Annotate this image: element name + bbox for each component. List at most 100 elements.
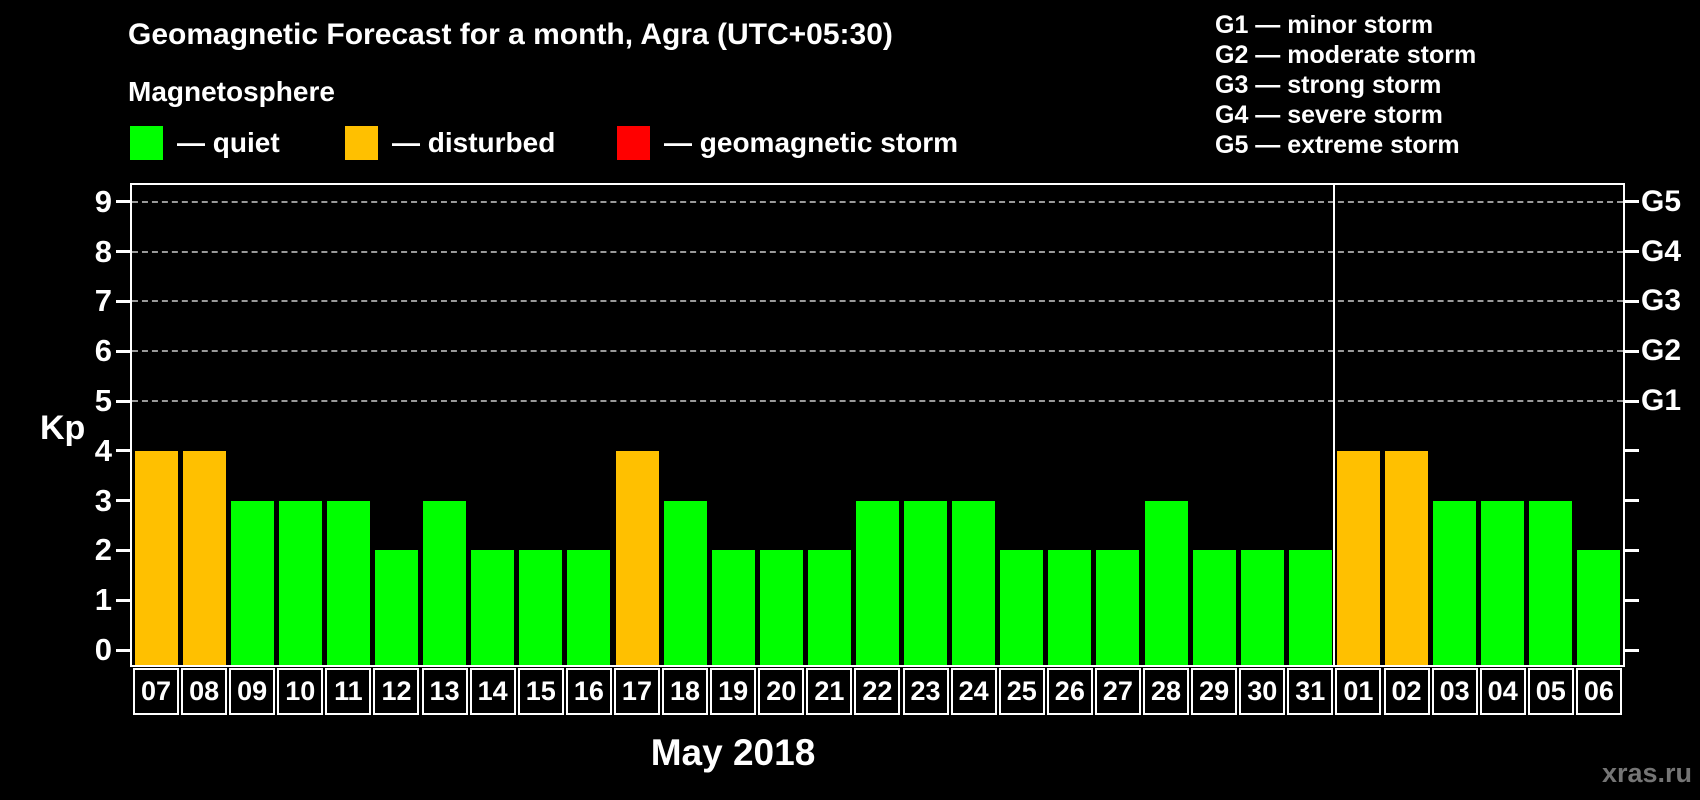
magnetosphere-legend: — quiet — disturbed — geomagnetic storm	[0, 126, 1100, 162]
y-tick-label-4: 4	[94, 432, 112, 468]
day-label-05: 05	[1527, 668, 1574, 715]
bar-day-21	[807, 550, 851, 665]
watermark-text: xras.ru	[1601, 758, 1692, 788]
day-label-29: 29	[1191, 668, 1238, 715]
day-label-12: 12	[373, 668, 420, 715]
bar-day-20	[759, 550, 803, 665]
day-label-06: 06	[1575, 668, 1622, 715]
bar-day-12	[375, 550, 419, 665]
gridline-kp5	[132, 400, 1623, 402]
bar-day-17	[615, 450, 659, 665]
day-label-24: 24	[950, 668, 997, 715]
right-tick-4	[1625, 449, 1639, 453]
day-label-10: 10	[277, 668, 324, 715]
bar-day-13	[423, 500, 467, 665]
magnetosphere-heading: Magnetosphere	[128, 76, 335, 107]
day-label-16: 16	[565, 668, 612, 715]
right-tick-7	[1625, 299, 1639, 303]
bar-day-09	[230, 500, 274, 665]
bar-day-03	[1433, 500, 1477, 665]
x-axis-title: May 2018	[650, 732, 816, 773]
left-tick-7	[116, 299, 130, 303]
bar-day-11	[326, 500, 370, 665]
day-label-22: 22	[854, 668, 901, 715]
bar-day-19	[711, 550, 755, 665]
day-label-14: 14	[469, 668, 516, 715]
day-label-21: 21	[806, 668, 853, 715]
gridline-kp8	[132, 250, 1623, 253]
right-tick-2	[1625, 548, 1639, 552]
gridline-kp6	[132, 350, 1623, 353]
bar-day-07	[134, 450, 178, 665]
bar-day-25	[1000, 550, 1044, 665]
bar-day-06	[1577, 550, 1621, 665]
right-tick-5	[1625, 399, 1639, 403]
disturbed-label: — disturbed	[392, 127, 556, 158]
bar-day-28	[1144, 500, 1188, 665]
plot-area	[130, 183, 1625, 667]
bar-day-26	[1048, 550, 1092, 665]
y-tick-label-2: 2	[94, 532, 112, 568]
day-label-25: 25	[998, 668, 1045, 715]
day-label-11: 11	[325, 668, 372, 715]
month-separator	[1333, 185, 1336, 665]
y-tick-label-3: 3	[94, 482, 112, 518]
g-scale-line-3: G3 — strong storm	[1215, 71, 1442, 99]
day-label-17: 17	[613, 668, 660, 715]
y-tick-label-1: 1	[94, 582, 112, 618]
legend-item-quiet: — quiet	[130, 126, 280, 160]
bar-day-04	[1481, 500, 1525, 665]
legend-item-storm: — geomagnetic storm	[617, 126, 958, 160]
bar-day-29	[1192, 550, 1236, 665]
day-label-08: 08	[181, 668, 228, 715]
day-label-01: 01	[1335, 668, 1382, 715]
bar-day-27	[1096, 550, 1140, 665]
day-label-28: 28	[1143, 668, 1190, 715]
day-label-26: 26	[1046, 668, 1093, 715]
g-axis-label-G2: G2	[1641, 334, 1682, 368]
y-tick-label-0: 0	[94, 632, 112, 667]
day-label-02: 02	[1383, 668, 1430, 715]
g-scale-line-4: G4 — severe storm	[1215, 101, 1443, 129]
g-axis-label-G4: G4	[1641, 234, 1682, 268]
day-label-13: 13	[421, 668, 468, 715]
bar-day-31	[1288, 550, 1332, 665]
right-tick-9	[1625, 200, 1639, 204]
bar-day-18	[663, 500, 707, 665]
bar-day-08	[182, 450, 226, 665]
day-label-03: 03	[1431, 668, 1478, 715]
bar-day-10	[278, 500, 322, 665]
bar-day-01	[1336, 450, 1380, 665]
bar-day-05	[1529, 500, 1573, 665]
day-label-30: 30	[1239, 668, 1286, 715]
y-tick-label-5: 5	[94, 383, 112, 418]
bar-day-15	[519, 550, 563, 665]
left-tick-0	[116, 648, 130, 652]
left-tick-9	[116, 200, 130, 204]
y-axis-title: Kp	[40, 409, 86, 447]
bar-day-02	[1385, 450, 1429, 665]
left-tick-2	[116, 548, 130, 552]
g-scale-line-5: G5 — extreme storm	[1215, 131, 1460, 159]
right-tick-6	[1625, 349, 1639, 353]
g-scale-line-1: G1 — minor storm	[1215, 11, 1434, 39]
day-label-07: 07	[133, 668, 179, 715]
quiet-label: — quiet	[177, 127, 280, 158]
day-label-20: 20	[758, 668, 805, 715]
left-tick-4	[116, 449, 130, 453]
gridline-kp7	[132, 300, 1623, 303]
g-axis-label-G3: G3	[1641, 284, 1682, 318]
quiet-swatch	[130, 126, 163, 160]
bar-day-14	[471, 550, 515, 665]
day-label-04: 04	[1479, 668, 1526, 715]
left-tick-8	[116, 250, 130, 254]
disturbed-swatch	[345, 126, 378, 160]
left-tick-5	[116, 399, 130, 403]
day-label-27: 27	[1094, 668, 1141, 715]
bar-day-23	[904, 500, 948, 665]
bar-day-24	[952, 500, 996, 665]
storm-swatch	[617, 126, 650, 160]
gridline-kp9	[132, 200, 1623, 203]
g-axis-label-G5: G5	[1641, 184, 1682, 218]
